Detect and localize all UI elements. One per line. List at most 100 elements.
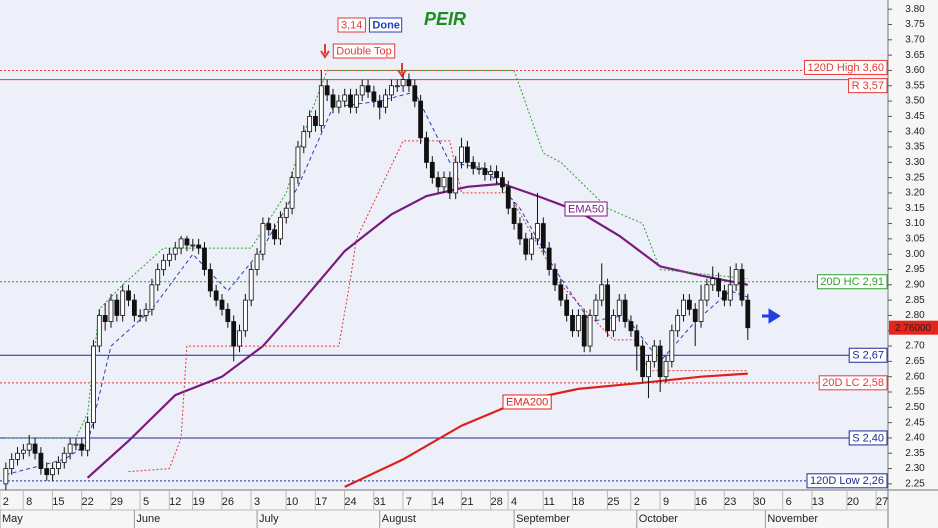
y-tick-label: 2.90 xyxy=(905,279,925,290)
y-tick-label: 3.55 xyxy=(905,80,925,91)
x-tick-label: 7 xyxy=(406,496,412,508)
candle-body xyxy=(131,299,137,316)
candle-body xyxy=(190,244,196,247)
candle-body xyxy=(745,299,751,329)
x-tick-label: 22 xyxy=(82,496,94,508)
candle-body xyxy=(348,94,353,108)
x-tick-label: 26 xyxy=(222,496,234,508)
candle-body xyxy=(225,308,231,322)
candle-body xyxy=(61,452,67,463)
x-tick-label: 2 xyxy=(3,496,9,508)
y-tick-label: 3.30 xyxy=(905,157,925,168)
candle-body xyxy=(172,247,178,255)
candle-body xyxy=(32,443,38,454)
candle-body xyxy=(137,315,143,317)
candle-body xyxy=(202,247,207,270)
candle-body xyxy=(20,449,26,454)
candle-body xyxy=(231,321,237,347)
candle-body xyxy=(581,315,587,347)
candle-body xyxy=(108,299,114,322)
month-label: June xyxy=(136,513,160,525)
candle-body xyxy=(283,207,289,218)
candle-body xyxy=(359,85,365,96)
candle-body xyxy=(441,177,447,188)
overlay-line xyxy=(5,69,748,439)
candle-body xyxy=(15,452,20,460)
candle-body xyxy=(429,161,435,179)
badge-box xyxy=(368,17,403,33)
x-tick-label: 23 xyxy=(724,496,736,508)
candle-body xyxy=(318,85,324,126)
candle-body xyxy=(237,330,242,347)
y-tick-label: 3.05 xyxy=(905,234,925,245)
y-tick-label: 3.20 xyxy=(905,188,925,199)
x-tick-label: 15 xyxy=(52,496,64,508)
level-label: 120D High 3,60 xyxy=(808,62,884,74)
candle-body xyxy=(406,79,412,87)
candle-body xyxy=(289,177,295,209)
candle-body xyxy=(26,443,32,451)
level-label-box xyxy=(818,375,888,391)
candle-body xyxy=(488,171,494,175)
month-label: May xyxy=(2,513,23,525)
candle-body xyxy=(470,161,476,169)
candle-body xyxy=(219,299,225,310)
candle-body xyxy=(424,137,429,163)
candle-body xyxy=(91,345,96,424)
x-tick-label: 24 xyxy=(344,496,356,508)
candle-body xyxy=(435,177,441,188)
candle-body xyxy=(540,223,546,249)
candle-body xyxy=(9,458,15,469)
x-tick-label: 12 xyxy=(169,496,181,508)
candle-body xyxy=(500,177,505,188)
candle-body xyxy=(651,345,657,362)
candle-body xyxy=(184,238,190,246)
candle-body xyxy=(546,247,552,270)
candle-body xyxy=(394,85,400,88)
candle-body xyxy=(657,345,663,378)
overlay-line xyxy=(5,91,748,476)
candle-body xyxy=(143,308,149,316)
candle-body xyxy=(564,299,570,316)
candle-body xyxy=(400,79,406,87)
x-tick-label: 18 xyxy=(572,496,584,508)
candle-body xyxy=(646,360,651,378)
candle-body xyxy=(552,269,558,286)
direction-arrow xyxy=(762,308,781,324)
candle-body xyxy=(517,223,523,240)
month-label: October xyxy=(639,513,678,525)
y-tick-label: 3.75 xyxy=(905,19,925,30)
plot-area xyxy=(0,0,888,490)
candle-body xyxy=(56,462,61,469)
candle-body xyxy=(313,115,318,126)
badge: 3,14 xyxy=(341,19,362,31)
candle-body xyxy=(38,452,44,469)
candle-body xyxy=(120,290,126,316)
candle-body xyxy=(494,171,499,179)
x-tick-label: 5 xyxy=(143,496,149,508)
candle-body xyxy=(114,299,120,316)
badge: Done xyxy=(372,19,400,31)
candle-body xyxy=(44,468,50,476)
candle-body xyxy=(511,207,517,224)
candle-body xyxy=(570,315,575,332)
candle-body xyxy=(371,91,377,102)
candle-body xyxy=(535,223,540,240)
y-tick-label: 2.60 xyxy=(905,371,925,382)
x-tick-label: 6 xyxy=(786,496,792,508)
candle-body xyxy=(698,299,704,322)
candle-body xyxy=(611,315,616,332)
y-tick-label: 3.10 xyxy=(905,218,925,229)
y-tick-label: 2.45 xyxy=(905,417,925,428)
x-tick-label: 2 xyxy=(634,496,640,508)
month-label: August xyxy=(382,513,416,525)
candle-body xyxy=(640,345,646,378)
candle-body xyxy=(336,100,342,108)
level-label-box xyxy=(848,347,888,363)
y-tick-label: 3.50 xyxy=(905,96,925,107)
candle-body xyxy=(599,284,605,301)
plot-layer xyxy=(0,69,888,490)
candle-body xyxy=(704,284,710,301)
